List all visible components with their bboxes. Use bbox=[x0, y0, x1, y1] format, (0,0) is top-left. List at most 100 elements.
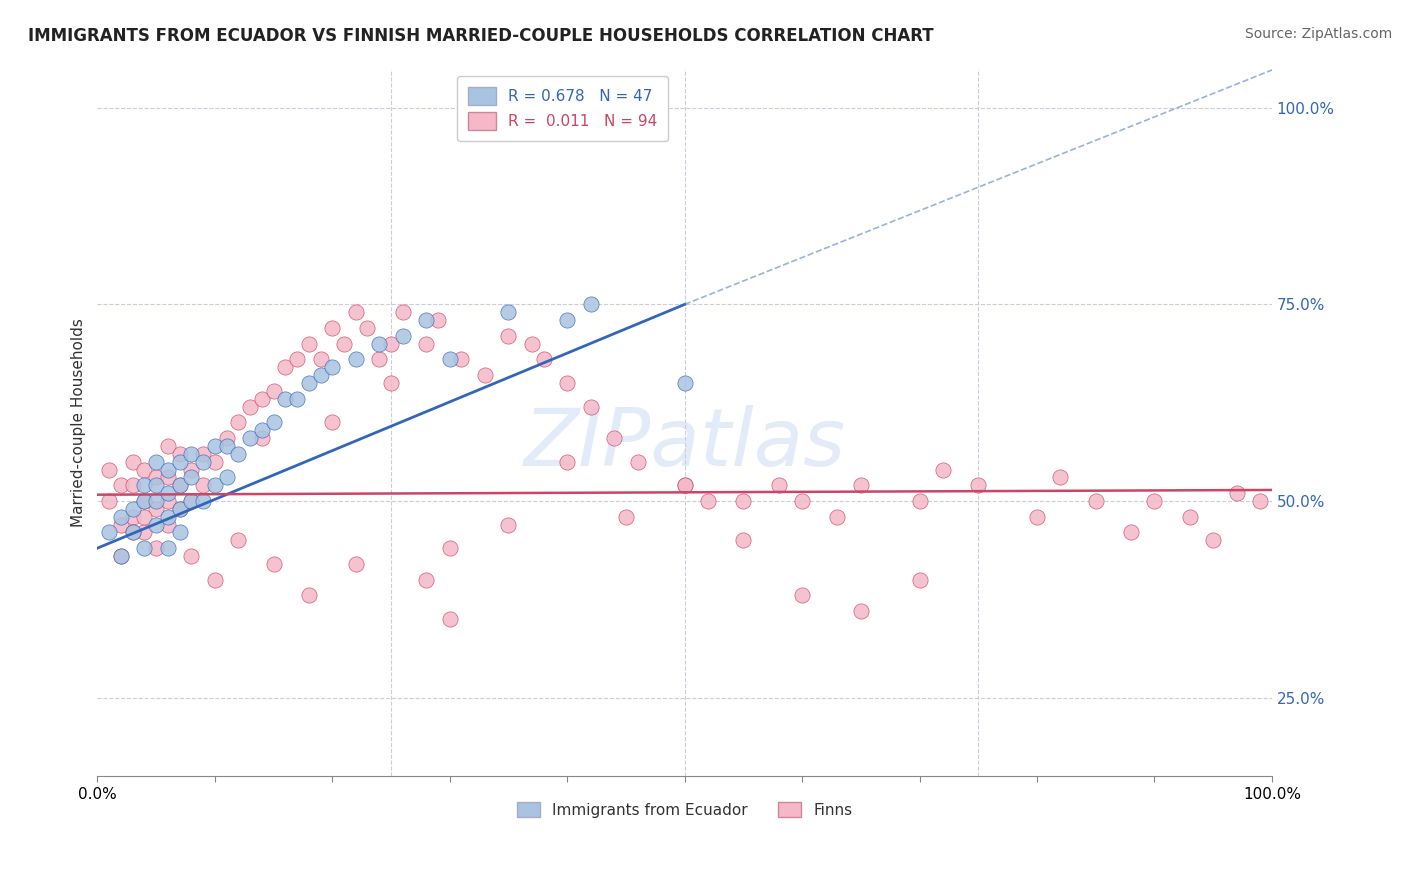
Point bbox=[250, 392, 273, 406]
Point bbox=[145, 470, 167, 484]
Point bbox=[169, 478, 191, 492]
Point bbox=[145, 517, 167, 532]
Point bbox=[908, 494, 931, 508]
Point bbox=[555, 313, 578, 327]
Point bbox=[1226, 486, 1249, 500]
Point bbox=[1049, 470, 1071, 484]
Point bbox=[1026, 509, 1049, 524]
Point bbox=[156, 462, 179, 476]
Point bbox=[156, 439, 179, 453]
Point bbox=[533, 352, 555, 367]
Point bbox=[215, 470, 238, 484]
Point bbox=[180, 494, 202, 508]
Point bbox=[673, 478, 696, 492]
Point bbox=[180, 494, 202, 508]
Point bbox=[555, 376, 578, 390]
Point bbox=[239, 431, 262, 445]
Point bbox=[321, 360, 343, 375]
Point bbox=[98, 494, 121, 508]
Point bbox=[298, 588, 321, 602]
Point bbox=[579, 297, 602, 311]
Point bbox=[768, 478, 790, 492]
Point bbox=[380, 376, 402, 390]
Point bbox=[908, 573, 931, 587]
Point bbox=[169, 501, 191, 516]
Point bbox=[274, 360, 297, 375]
Point bbox=[250, 431, 273, 445]
Point bbox=[110, 549, 132, 563]
Point bbox=[250, 423, 273, 437]
Point bbox=[121, 525, 143, 540]
Y-axis label: Married-couple Households: Married-couple Households bbox=[72, 318, 86, 527]
Point bbox=[849, 604, 872, 618]
Point bbox=[180, 549, 202, 563]
Point bbox=[98, 462, 121, 476]
Point bbox=[309, 368, 332, 383]
Text: IMMIGRANTS FROM ECUADOR VS FINNISH MARRIED-COUPLE HOUSEHOLDS CORRELATION CHART: IMMIGRANTS FROM ECUADOR VS FINNISH MARRI… bbox=[28, 27, 934, 45]
Point bbox=[169, 525, 191, 540]
Point bbox=[134, 462, 156, 476]
Point bbox=[1143, 494, 1166, 508]
Point bbox=[121, 501, 143, 516]
Point bbox=[145, 501, 167, 516]
Point bbox=[121, 478, 143, 492]
Point bbox=[134, 509, 156, 524]
Point bbox=[145, 455, 167, 469]
Point bbox=[415, 313, 437, 327]
Point bbox=[215, 431, 238, 445]
Point bbox=[156, 470, 179, 484]
Point bbox=[309, 352, 332, 367]
Point bbox=[110, 478, 132, 492]
Point bbox=[263, 384, 285, 398]
Point bbox=[191, 494, 214, 508]
Point bbox=[180, 447, 202, 461]
Point bbox=[121, 509, 143, 524]
Point bbox=[1249, 494, 1271, 508]
Point bbox=[673, 376, 696, 390]
Point bbox=[1119, 525, 1142, 540]
Point bbox=[263, 415, 285, 429]
Point bbox=[1178, 509, 1201, 524]
Point bbox=[191, 455, 214, 469]
Point bbox=[849, 478, 872, 492]
Point bbox=[1202, 533, 1225, 548]
Point bbox=[391, 305, 413, 319]
Point bbox=[110, 509, 132, 524]
Point bbox=[134, 494, 156, 508]
Point bbox=[169, 478, 191, 492]
Point bbox=[827, 509, 849, 524]
Text: ZIPatlas: ZIPatlas bbox=[523, 405, 845, 483]
Point bbox=[134, 494, 156, 508]
Point bbox=[156, 517, 179, 532]
Point bbox=[134, 525, 156, 540]
Point bbox=[145, 494, 167, 508]
Point bbox=[790, 494, 813, 508]
Point bbox=[344, 557, 367, 571]
Point bbox=[285, 352, 308, 367]
Point bbox=[191, 478, 214, 492]
Point bbox=[579, 400, 602, 414]
Point bbox=[321, 415, 343, 429]
Point bbox=[204, 478, 226, 492]
Point bbox=[520, 336, 543, 351]
Point bbox=[110, 517, 132, 532]
Point bbox=[169, 447, 191, 461]
Point bbox=[733, 533, 755, 548]
Point bbox=[498, 517, 520, 532]
Point bbox=[274, 392, 297, 406]
Point bbox=[285, 392, 308, 406]
Point bbox=[321, 321, 343, 335]
Point bbox=[298, 376, 321, 390]
Point bbox=[145, 478, 167, 492]
Text: Source: ZipAtlas.com: Source: ZipAtlas.com bbox=[1244, 27, 1392, 41]
Point bbox=[156, 486, 179, 500]
Point bbox=[474, 368, 496, 383]
Point bbox=[498, 329, 520, 343]
Point bbox=[614, 509, 637, 524]
Point bbox=[169, 455, 191, 469]
Point bbox=[498, 305, 520, 319]
Point bbox=[427, 313, 450, 327]
Point bbox=[204, 455, 226, 469]
Point bbox=[156, 541, 179, 556]
Point bbox=[380, 336, 402, 351]
